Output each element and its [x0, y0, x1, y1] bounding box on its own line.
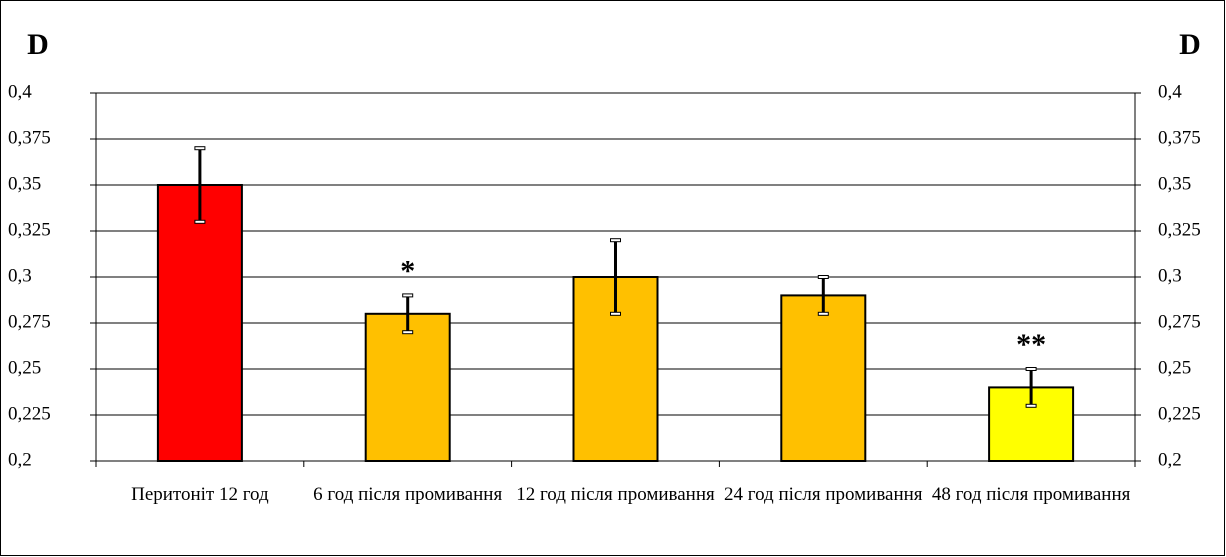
y2-axis-label: D — [1179, 28, 1201, 61]
y-tick-label: 0,4 — [8, 81, 32, 102]
error-cap — [610, 238, 621, 243]
x-tick-label: Перитоніт 12 год — [131, 484, 269, 505]
y2-tick-label: 0,2 — [1158, 449, 1182, 470]
y-tick-label: 0,375 — [8, 127, 51, 148]
y-axis-label: D — [27, 28, 49, 61]
error-cap — [817, 311, 829, 316]
y2-tick-label: 0,275 — [1158, 311, 1201, 332]
bar — [780, 294, 867, 462]
annotation: ** — [1016, 328, 1046, 361]
error-cap — [402, 293, 414, 298]
bar — [364, 312, 451, 462]
error-cap — [1025, 403, 1037, 408]
error-cap — [1025, 367, 1037, 371]
y-tick-label: 0,2 — [8, 449, 32, 470]
x-tick-label: 24 год після промивання — [724, 484, 923, 505]
y2-tick-label: 0,3 — [1158, 265, 1182, 286]
y-tick-label: 0,275 — [8, 311, 51, 332]
error-cap — [817, 275, 829, 279]
y2-tick-label: 0,35 — [1158, 173, 1191, 194]
y-tick-label: 0,25 — [8, 357, 41, 378]
error-cap — [194, 219, 206, 224]
y-tick-label: 0,225 — [8, 403, 51, 424]
y-tick-label: 0,3 — [8, 265, 32, 286]
y2-tick-label: 0,4 — [1158, 81, 1182, 102]
bar — [156, 184, 243, 462]
y2-tick-label: 0,325 — [1158, 219, 1201, 240]
y2-tick-label: 0,375 — [1158, 127, 1201, 148]
annotation: * — [400, 254, 415, 287]
x-tick-label: 6 год після промивання — [313, 484, 503, 505]
error-cap — [610, 311, 621, 316]
error-cap — [194, 146, 206, 151]
y2-tick-label: 0,25 — [1158, 357, 1191, 378]
y-tick-label: 0,325 — [8, 219, 51, 240]
y2-tick-label: 0,225 — [1158, 403, 1201, 424]
y-tick-label: 0,35 — [8, 173, 41, 194]
x-tick-label: 12 год після промивання — [516, 484, 715, 505]
x-tick-label: 48 год після промивання — [931, 484, 1131, 505]
error-cap — [402, 330, 414, 335]
